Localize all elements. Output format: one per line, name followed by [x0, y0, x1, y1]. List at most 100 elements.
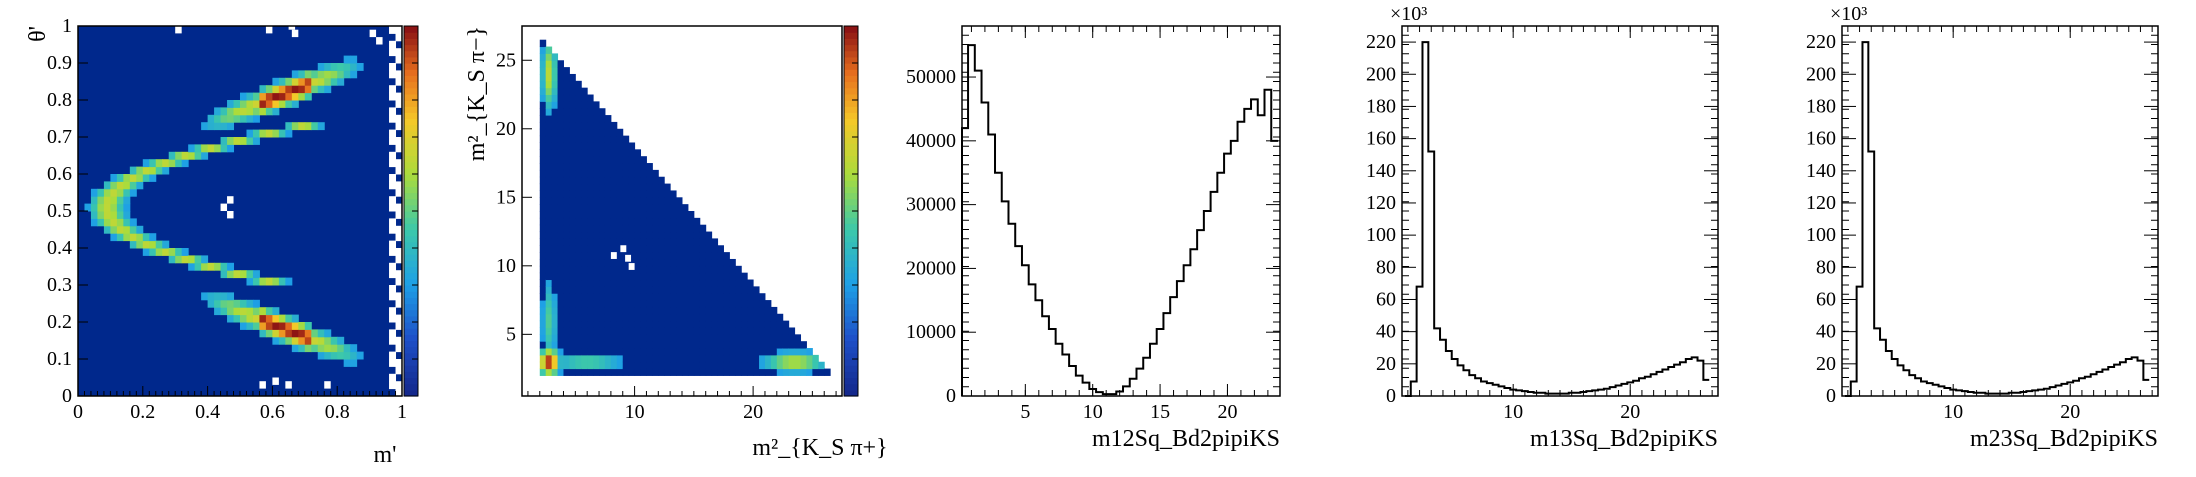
heatmap-cell [240, 107, 247, 116]
colorbar-segment [844, 167, 858, 175]
dalitz-cell [604, 272, 612, 281]
dalitz-cell [610, 224, 618, 233]
empty-cell [220, 203, 228, 211]
dalitz-cell [670, 190, 677, 198]
dalitz-cell [599, 258, 606, 267]
dalitz-cell [569, 354, 576, 363]
empty-cell [628, 263, 635, 270]
heatmap-cell [395, 77, 403, 86]
dalitz-cell [764, 320, 772, 328]
dalitz-cell [563, 306, 570, 315]
dalitz-cell [539, 279, 547, 287]
dalitz-cell [764, 327, 772, 335]
y-tick-label: 0 [1386, 385, 1396, 407]
heatmap-cell [155, 248, 163, 256]
dalitz-cell [652, 327, 659, 335]
dalitz-cell [806, 361, 813, 370]
dalitz-cell [628, 197, 636, 205]
dalitz-cell [563, 252, 570, 260]
heatmap-cell [291, 314, 299, 323]
dalitz-cell [622, 327, 630, 335]
dalitz-cell [729, 293, 736, 301]
dalitz-cell [575, 286, 582, 294]
dalitz-cell [634, 265, 642, 274]
heatmap-cell [116, 203, 124, 212]
empty-cell [272, 377, 279, 385]
dalitz-cell [599, 361, 606, 370]
dalitz-cell [557, 211, 564, 219]
colorbar-segment [844, 130, 858, 138]
dalitz-cell [794, 341, 802, 349]
dalitz-cell [593, 306, 600, 315]
heatmap-cell [389, 285, 397, 293]
dalitz-cell [658, 341, 665, 349]
dalitz-cell [770, 327, 778, 335]
dalitz-cell [682, 224, 689, 233]
dalitz-cell [634, 190, 642, 198]
dalitz-cell [723, 348, 730, 356]
dalitz-cell [604, 238, 612, 246]
heatmap-cell [395, 166, 403, 175]
empty-cell [324, 381, 331, 389]
dalitz-cell [581, 135, 588, 143]
colorbar-segment [404, 359, 418, 366]
dalitz-cell [687, 224, 695, 233]
dalitz-cell [782, 368, 790, 376]
dalitz-cell [563, 101, 570, 109]
dalitz-cell [717, 361, 724, 370]
dalitz-cell [735, 368, 742, 376]
dalitz-cell [551, 252, 559, 260]
dalitz-cell [741, 327, 748, 335]
dalitz-cell [539, 272, 547, 281]
dalitz-cell [539, 197, 547, 205]
heatmap-cell [168, 255, 176, 264]
dalitz-cell [557, 67, 564, 75]
dalitz-cell [658, 334, 665, 342]
dalitz-cell [711, 334, 719, 342]
dalitz-cell [794, 361, 802, 370]
dalitz-cell [563, 135, 570, 143]
dalitz-cell [616, 279, 624, 287]
dalitz-cell [616, 354, 624, 363]
dalitz-cell [545, 80, 553, 89]
colorbar-segment [404, 118, 418, 126]
dalitz-cell [705, 306, 713, 315]
dalitz-cell [759, 361, 766, 370]
y-tick-label: 0.5 [47, 200, 72, 222]
dalitz-cell [575, 258, 582, 267]
dalitz-cell [575, 272, 582, 281]
dalitz-cell [593, 245, 600, 253]
dalitz-cell [687, 320, 695, 328]
dalitz-cell [628, 361, 636, 370]
colorbar-segment [844, 285, 858, 292]
dalitz-cell [604, 156, 612, 164]
dalitz-cell [599, 286, 606, 294]
heatmap-cell [330, 351, 338, 360]
y-tick-label: 60 [1816, 288, 1836, 310]
dalitz-cell [593, 252, 600, 260]
dalitz-cell [545, 190, 553, 198]
dalitz-cell [628, 224, 636, 233]
dalitz-cell [652, 354, 659, 363]
heatmap-cell [330, 344, 338, 353]
dalitz-cell [599, 169, 606, 178]
dalitz-cell [581, 258, 588, 267]
heatmap-cell [220, 292, 228, 301]
dalitz-cell [652, 176, 659, 185]
dalitz-cell [693, 286, 701, 294]
heatmap-cell [194, 255, 202, 264]
heatmap-cell [227, 307, 235, 316]
colorbar-segment [844, 315, 858, 323]
dalitz-cell [610, 135, 618, 143]
dalitz-cell [628, 190, 636, 198]
dalitz-cell [741, 306, 748, 315]
dalitz-cell [658, 224, 665, 233]
dalitz-cell [545, 224, 553, 233]
dalitz-cell [634, 245, 642, 253]
dalitz-cell [575, 341, 582, 349]
colorbar-segment [404, 124, 418, 132]
dalitz-cell [593, 169, 600, 178]
dalitz-cell [587, 368, 594, 376]
dalitz-cell [563, 313, 570, 322]
dalitz-cell [551, 238, 559, 246]
